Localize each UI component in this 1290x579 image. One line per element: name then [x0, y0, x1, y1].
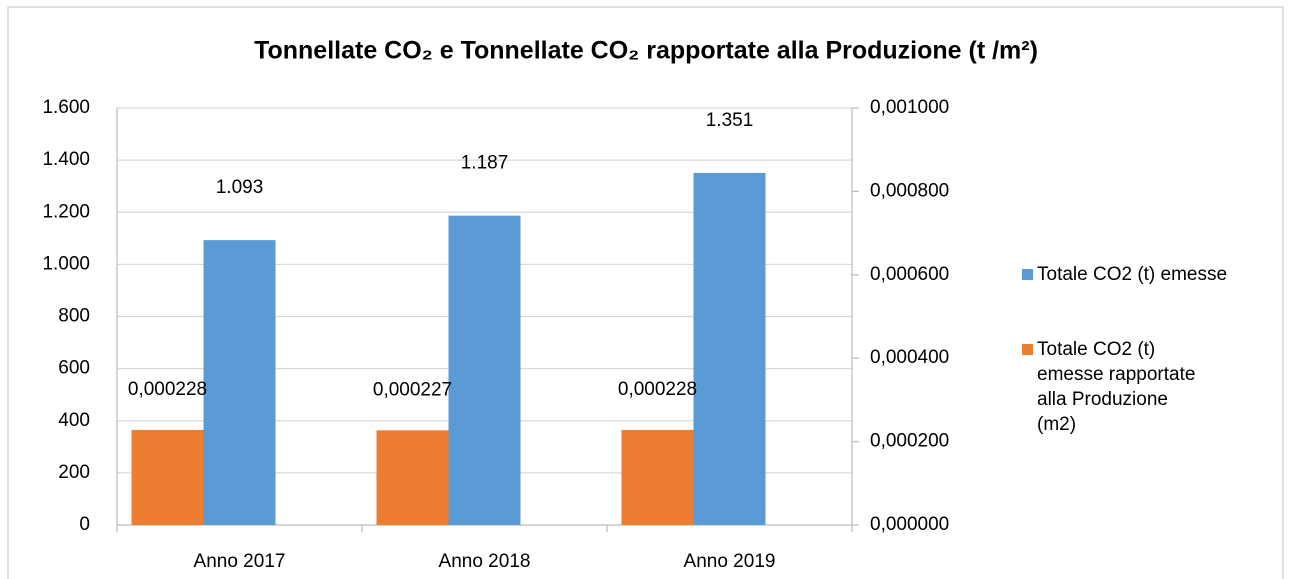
data-label: 1.093	[216, 177, 264, 198]
legend: Totale CO2 (t) emesse Totale CO2 (t) emes…	[1022, 262, 1284, 487]
x-tick-label: Anno 2017	[194, 551, 286, 572]
bar	[376, 430, 449, 525]
bar	[448, 215, 521, 525]
y-tick-label: 1.400	[42, 149, 90, 170]
legend-swatch	[1022, 269, 1033, 280]
y-tick-label: 1.600	[42, 97, 90, 118]
y2-tick-label: 0,001000	[870, 97, 949, 118]
y-tick-label: 400	[58, 410, 90, 431]
legend-label: Totale CO2 (t) emesse	[1037, 264, 1228, 285]
y-tick-label: 200	[58, 462, 90, 483]
legend-label: Totale CO2 (t) emesse rapportate alla Pr…	[1037, 339, 1196, 435]
y2-tick-label: 0,000200	[870, 431, 949, 452]
chart-border	[7, 6, 1284, 579]
data-label: 0,000228	[618, 379, 697, 400]
chart-title: Tonnellate CO₂ e Tonnellate CO₂ rapporta…	[254, 37, 1038, 65]
data-label: 1.351	[706, 110, 754, 131]
y2-tick-label: 0,000400	[870, 347, 949, 368]
x-tick-label: Anno 2019	[684, 551, 776, 572]
legend-item: Totale CO2 (t) emesse rapportate alla Pr…	[1022, 337, 1284, 437]
data-label: 0,000228	[128, 379, 207, 400]
x-tick-label: Anno 2018	[439, 551, 531, 572]
y-tick-label: 0	[79, 514, 90, 535]
y-tick-label: 600	[58, 358, 90, 379]
bar	[203, 240, 276, 525]
y-tick-label: 1.000	[42, 253, 90, 274]
legend-item: Totale CO2 (t) emesse	[1022, 262, 1284, 287]
y2-tick-label: 0,000600	[870, 264, 949, 285]
y-tick-label: 800	[58, 306, 90, 327]
y2-tick-label: 0,000000	[870, 514, 949, 535]
data-label: 1.187	[461, 153, 509, 174]
bar	[131, 429, 204, 525]
bar	[693, 172, 766, 525]
data-label: 0,000227	[373, 379, 452, 400]
y-tick-label: 1.200	[42, 201, 90, 222]
bar	[621, 429, 694, 525]
y2-tick-label: 0,000800	[870, 180, 949, 201]
legend-swatch	[1022, 344, 1033, 355]
